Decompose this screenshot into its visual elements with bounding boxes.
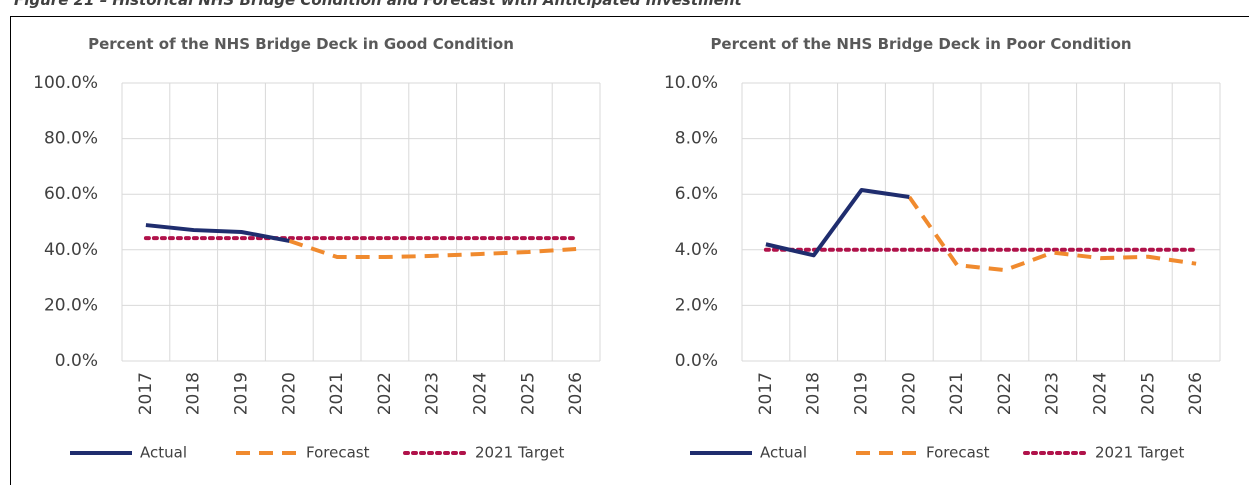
legend-label: Forecast [306, 444, 370, 462]
x-tick-label: 2017 [756, 372, 776, 415]
x-tick-label: 2023 [1043, 372, 1063, 415]
legend-label: Actual [140, 444, 187, 462]
y-tick-label: 10.0% [664, 73, 718, 93]
x-tick-label: 2017 [136, 372, 156, 415]
x-tick-label: 2022 [995, 372, 1015, 415]
x-tick-label: 2026 [566, 372, 586, 415]
series-line [907, 195, 1197, 273]
x-tick-label: 2024 [471, 372, 491, 415]
x-tick-label: 2021 [947, 372, 967, 415]
legend-label: Actual [760, 444, 807, 462]
legend-label: 2021 Target [1095, 444, 1184, 462]
x-tick-label: 2026 [1186, 372, 1206, 415]
x-tick-label: 2020 [279, 372, 299, 415]
x-tick-label: 2025 [518, 372, 538, 415]
series-line [765, 188, 910, 258]
x-tick-label: 2022 [375, 372, 395, 415]
x-tick-label: 2021 [327, 372, 347, 415]
x-tick-label: 2020 [899, 372, 919, 415]
y-tick-label: 20.0% [44, 295, 98, 315]
y-tick-label: 2.0% [675, 295, 718, 315]
legend-label: Forecast [926, 444, 990, 462]
x-tick-label: 2024 [1091, 372, 1111, 415]
y-tick-label: 60.0% [44, 184, 98, 204]
series-line [145, 223, 290, 243]
y-tick-label: 80.0% [44, 129, 98, 149]
chart-title: Percent of the NHS Bridge Deck in Poor C… [710, 35, 1131, 53]
y-tick-label: 0.0% [55, 351, 98, 371]
y-tick-label: 4.0% [675, 240, 718, 260]
chart-title: Percent of the NHS Bridge Deck in Good C… [88, 35, 514, 53]
frame [10, 16, 1249, 485]
series-line [288, 239, 577, 260]
x-tick-label: 2025 [1138, 372, 1158, 415]
x-tick-label: 2019 [852, 372, 872, 415]
x-tick-label: 2018 [804, 372, 824, 415]
x-tick-label: 2018 [184, 372, 204, 415]
x-tick-label: 2023 [423, 372, 443, 415]
y-tick-label: 40.0% [44, 240, 98, 260]
y-tick-label: 8.0% [675, 129, 718, 149]
x-tick-label: 2019 [232, 372, 252, 415]
legend-label: 2021 Target [475, 444, 564, 462]
y-tick-label: 6.0% [675, 184, 718, 204]
figure-caption: Figure 21 – Historical NHS Bridge Condit… [14, 0, 743, 9]
y-tick-label: 0.0% [675, 351, 718, 371]
y-tick-label: 100.0% [33, 73, 98, 93]
